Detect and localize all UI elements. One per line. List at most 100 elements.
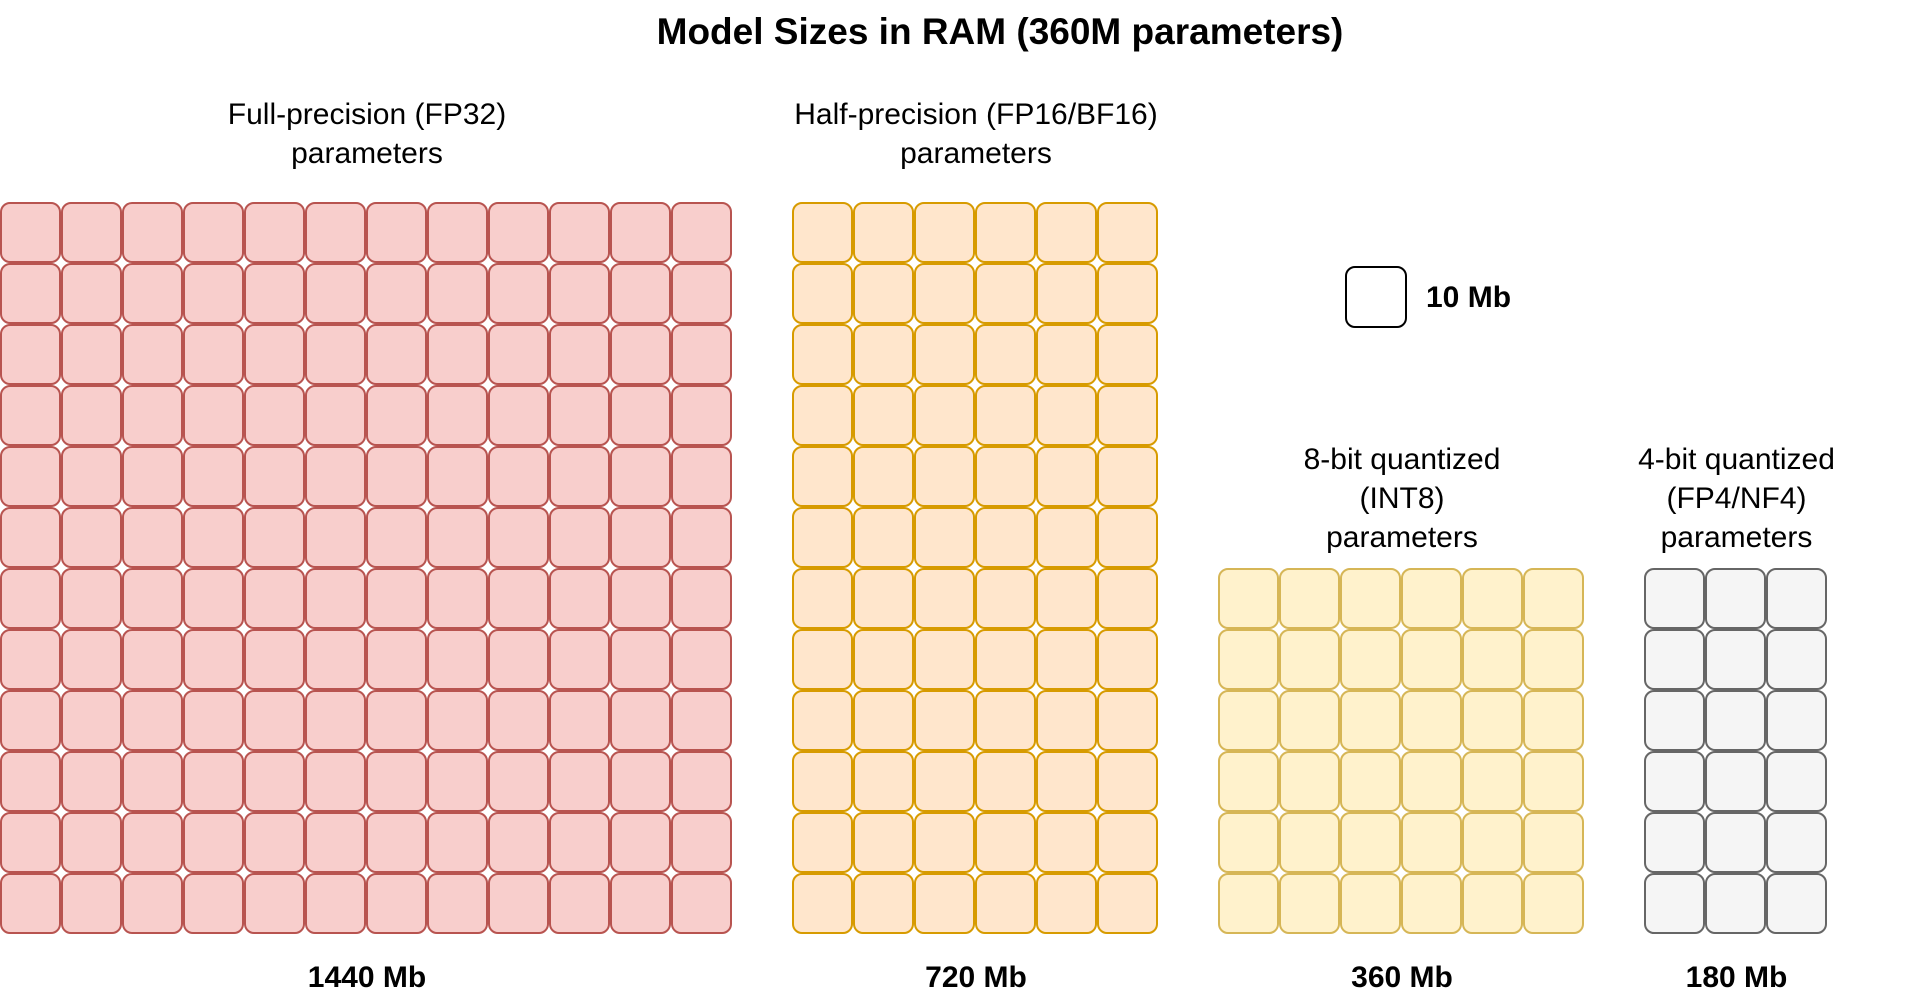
memory-block bbox=[244, 873, 305, 934]
memory-block bbox=[853, 324, 914, 385]
memory-block bbox=[792, 873, 853, 934]
group-label-line: (INT8) bbox=[1360, 482, 1445, 515]
group-fp4: 4-bit quantized (FP4/NF4) parameters 180 Mb bbox=[1638, 443, 1835, 994]
group-int8: 8-bit quantized (INT8) parameters 360 Mb bbox=[1218, 443, 1584, 994]
memory-block bbox=[488, 385, 549, 446]
group-label-line: 4-bit quantized bbox=[1638, 443, 1835, 476]
memory-block bbox=[122, 507, 183, 568]
memory-block bbox=[792, 568, 853, 629]
memory-block bbox=[1097, 629, 1158, 690]
memory-block bbox=[1766, 812, 1827, 873]
group-label-line: Half-precision (FP16/BF16) bbox=[794, 98, 1157, 131]
memory-block bbox=[366, 751, 427, 812]
memory-block bbox=[305, 812, 366, 873]
memory-block bbox=[1097, 751, 1158, 812]
memory-block bbox=[488, 507, 549, 568]
memory-block bbox=[488, 812, 549, 873]
memory-block bbox=[610, 812, 671, 873]
memory-block bbox=[244, 446, 305, 507]
memory-block bbox=[1279, 812, 1340, 873]
memory-block bbox=[366, 446, 427, 507]
memory-block bbox=[366, 690, 427, 751]
memory-block bbox=[975, 629, 1036, 690]
memory-block bbox=[1097, 446, 1158, 507]
memory-block bbox=[61, 385, 122, 446]
memory-block bbox=[122, 385, 183, 446]
memory-block bbox=[1036, 324, 1097, 385]
memory-block bbox=[853, 568, 914, 629]
memory-block bbox=[792, 263, 853, 324]
memory-block bbox=[671, 751, 732, 812]
memory-block bbox=[549, 385, 610, 446]
memory-block bbox=[914, 324, 975, 385]
memory-block bbox=[853, 690, 914, 751]
memory-block bbox=[488, 446, 549, 507]
memory-block bbox=[427, 324, 488, 385]
memory-block bbox=[610, 690, 671, 751]
memory-block bbox=[1523, 812, 1584, 873]
memory-block bbox=[914, 385, 975, 446]
memory-block bbox=[1705, 751, 1766, 812]
group-size-label: 360 Mb bbox=[1351, 961, 1453, 994]
memory-block bbox=[1218, 568, 1279, 629]
memory-block bbox=[305, 751, 366, 812]
memory-block bbox=[366, 873, 427, 934]
memory-block bbox=[1218, 873, 1279, 934]
memory-block bbox=[1279, 629, 1340, 690]
memory-block bbox=[61, 568, 122, 629]
memory-block bbox=[61, 629, 122, 690]
memory-block bbox=[1340, 751, 1401, 812]
memory-block bbox=[975, 446, 1036, 507]
memory-block bbox=[244, 751, 305, 812]
memory-block bbox=[427, 812, 488, 873]
memory-block bbox=[975, 507, 1036, 568]
memory-block bbox=[1766, 751, 1827, 812]
memory-block bbox=[975, 324, 1036, 385]
memory-block bbox=[0, 446, 61, 507]
group-label-line: (FP4/NF4) bbox=[1666, 482, 1806, 515]
memory-block bbox=[1218, 812, 1279, 873]
memory-block bbox=[427, 629, 488, 690]
memory-block bbox=[1340, 812, 1401, 873]
memory-block bbox=[0, 385, 61, 446]
memory-block bbox=[1766, 690, 1827, 751]
memory-block bbox=[914, 446, 975, 507]
memory-block bbox=[1036, 873, 1097, 934]
memory-block bbox=[1097, 202, 1158, 263]
group-label-line: Full-precision (FP32) bbox=[228, 98, 506, 131]
memory-block bbox=[0, 751, 61, 812]
memory-block bbox=[792, 385, 853, 446]
memory-block bbox=[1705, 690, 1766, 751]
memory-block bbox=[1462, 568, 1523, 629]
memory-block bbox=[914, 507, 975, 568]
group-label-line: parameters bbox=[1326, 521, 1478, 554]
memory-block bbox=[427, 507, 488, 568]
memory-block bbox=[610, 751, 671, 812]
memory-block bbox=[0, 690, 61, 751]
memory-block bbox=[853, 873, 914, 934]
memory-block bbox=[427, 263, 488, 324]
memory-block bbox=[853, 507, 914, 568]
memory-block bbox=[305, 263, 366, 324]
memory-block bbox=[1705, 873, 1766, 934]
memory-block bbox=[671, 385, 732, 446]
memory-block bbox=[1705, 812, 1766, 873]
memory-block bbox=[488, 751, 549, 812]
memory-block bbox=[549, 812, 610, 873]
memory-block bbox=[610, 873, 671, 934]
memory-block bbox=[549, 263, 610, 324]
memory-block bbox=[183, 324, 244, 385]
memory-block bbox=[61, 751, 122, 812]
memory-block bbox=[366, 202, 427, 263]
memory-block bbox=[183, 690, 244, 751]
memory-block bbox=[366, 263, 427, 324]
memory-block bbox=[122, 690, 183, 751]
memory-block bbox=[914, 690, 975, 751]
memory-block bbox=[1766, 629, 1827, 690]
memory-block bbox=[366, 568, 427, 629]
memory-block bbox=[1036, 385, 1097, 446]
memory-block bbox=[122, 873, 183, 934]
group-size-label: 1440 Mb bbox=[308, 961, 426, 994]
memory-block bbox=[1097, 385, 1158, 446]
group-label-line: parameters bbox=[900, 137, 1052, 170]
